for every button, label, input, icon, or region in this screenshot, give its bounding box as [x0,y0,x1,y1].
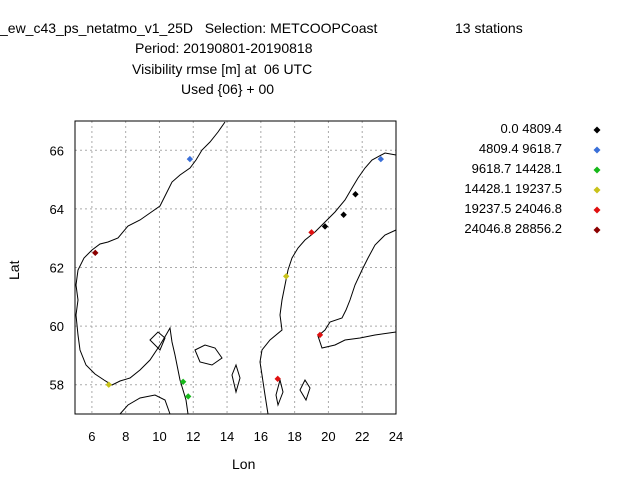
legend-marker [593,146,601,154]
station-marker [352,191,359,198]
coastline [75,121,397,415]
x-tick-label: 10 [152,429,166,444]
station-marker [316,331,324,339]
station-marker [308,229,315,236]
x-axis-ticks: 6 8 10 12 14 16 18 20 22 24 [88,429,403,444]
legend-marker [593,186,601,194]
title-line-3: Visibility rmse [m] at 06 UTC [132,61,313,77]
legend-marker [593,226,601,234]
x-tick-label: 18 [287,429,301,444]
legend-marker [593,126,601,134]
y-tick-label: 60 [50,319,64,334]
station-marker [179,378,187,385]
title-line-4: Used {06} + 00 [181,81,275,97]
y-tick-label: 62 [50,261,64,276]
x-tick-label: 8 [122,429,129,444]
legend-label: 9618.7 14428.1 [471,161,562,176]
station-marker [377,155,384,163]
grid-lines [75,121,397,414]
y-tick-label: 66 [50,143,64,158]
y-axis-label: Lat [6,260,22,280]
station-marker [105,381,112,388]
legend-label: 24046.8 28856.2 [464,221,562,236]
legend-label: 4809.4 9618.7 [478,141,562,156]
title-line-1-left: _ew_c43_ps_netatmo_v1_25D Selection: MET… [0,20,378,36]
x-tick-label: 20 [321,429,335,444]
station-marker [321,223,329,230]
station-points [92,155,384,400]
station-marker [274,375,281,383]
title-line-2: Period: 20190801-20190818 [135,40,313,56]
station-marker [186,155,194,163]
legend-label: 19237.5 24046.8 [464,201,562,216]
plot-frame [74,120,397,415]
station-marker [340,211,347,218]
legend-marker [593,166,601,174]
y-axis-ticks: 58 60 62 64 66 [50,143,64,392]
legend-label: 14428.1 19237.5 [464,181,562,196]
x-tick-label: 22 [355,429,369,444]
y-tick-label: 64 [50,202,64,217]
legend-marker [593,206,601,214]
x-axis-label: Lon [232,456,255,472]
title-line-1-right: 13 stations [455,20,523,36]
x-tick-label: 14 [220,429,234,444]
station-marker [282,273,290,280]
x-tick-label: 24 [389,429,403,444]
x-tick-label: 16 [254,429,268,444]
x-tick-label: 6 [88,429,95,444]
legend-label: 0.0 4809.4 [500,121,562,136]
station-marker [92,249,99,257]
y-tick-label: 58 [50,378,64,393]
x-tick-label: 12 [186,429,200,444]
station-marker [184,393,192,400]
